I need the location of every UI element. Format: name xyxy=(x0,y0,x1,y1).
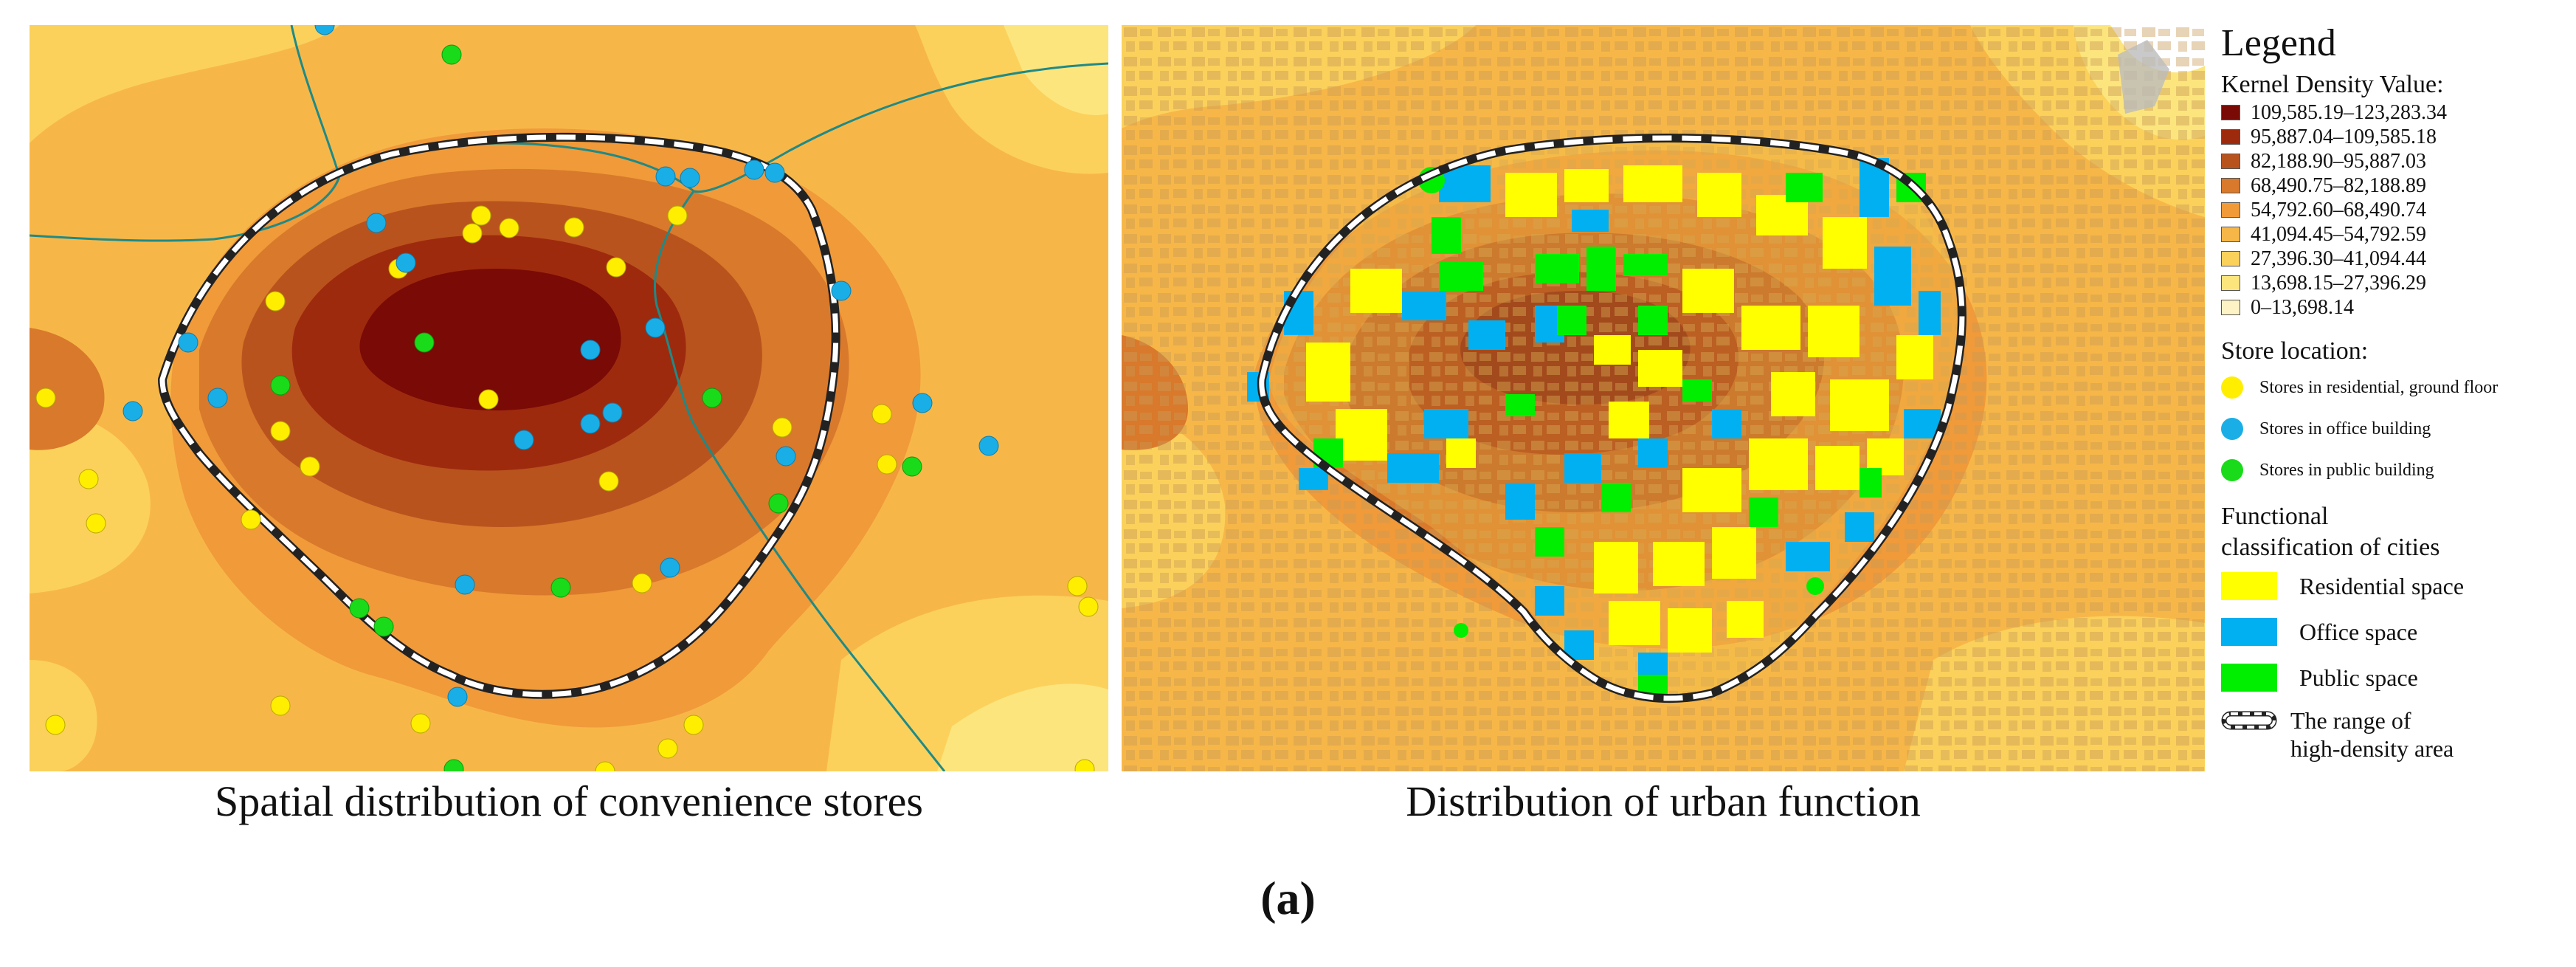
kernel-density-class: 109,585.19–123,283.34 xyxy=(2221,100,2575,125)
kernel-density-heading: Kernel Density Value: xyxy=(2221,71,2444,98)
figure-label: (a) xyxy=(1260,872,1316,924)
store-dot-icon xyxy=(2221,418,2243,440)
urban-function-map xyxy=(1122,25,2205,771)
color-swatch xyxy=(2221,618,2277,646)
range-label-line1: The range of xyxy=(2290,707,2411,734)
functional-classification-blocks xyxy=(1247,139,1961,697)
color-swatch xyxy=(2221,664,2277,692)
color-swatch xyxy=(2221,251,2240,266)
store-type-residential: Stores in residential, ground floor xyxy=(2221,367,2575,408)
store-dot-icon xyxy=(2221,376,2243,399)
range-legend-item: The range of high-density area xyxy=(2221,706,2575,763)
kernel-density-class: 27,396.30–41,094.44 xyxy=(2221,247,2575,271)
kernel-density-class: 54,792.60–68,490.74 xyxy=(2221,198,2575,222)
kernel-density-class: 82,188.90–95,887.03 xyxy=(2221,149,2575,173)
color-swatch xyxy=(2221,129,2240,145)
functional-class-office: Office space xyxy=(2221,609,2575,655)
range-label-line2: high-density area xyxy=(2290,735,2454,762)
color-swatch xyxy=(2221,300,2240,315)
functional-class-list: Residential space Office space Public sp… xyxy=(2221,563,2575,701)
kernel-density-class: 0–13,698.14 xyxy=(2221,295,2575,320)
functional-class-public: Public space xyxy=(2221,655,2575,701)
kernel-density-class: 41,094.45–54,792.59 xyxy=(2221,222,2575,247)
functional-heading-line2: classification of cities xyxy=(2221,534,2440,561)
color-swatch xyxy=(2221,178,2240,193)
right-map-caption: Distribution of urban function xyxy=(1406,777,1921,825)
convenience-store-density-map xyxy=(30,25,1108,771)
public-store-points xyxy=(270,44,922,771)
color-swatch xyxy=(2221,572,2277,600)
kernel-density-list: 109,585.19–123,283.34 95,887.04–109,585.… xyxy=(2221,100,2575,320)
store-type-public: Stores in public building xyxy=(2221,450,2575,491)
functional-class-residential: Residential space xyxy=(2221,563,2575,609)
kernel-density-class: 13,698.15–27,396.29 xyxy=(2221,271,2575,295)
color-swatch xyxy=(2221,227,2240,242)
kernel-density-class: 68,490.75–82,188.89 xyxy=(2221,173,2575,198)
residential-store-points xyxy=(35,205,1099,771)
store-dot-icon xyxy=(2221,459,2243,481)
store-type-list: Stores in residential, ground floor Stor… xyxy=(2221,367,2575,491)
color-swatch xyxy=(2221,275,2240,291)
functional-heading-line1: Functional xyxy=(2221,503,2329,530)
dashed-outline-icon xyxy=(2221,711,2277,730)
store-location-heading: Store location: xyxy=(2221,337,2369,365)
map-legend: Legend Kernel Density Value: 109,585.19–… xyxy=(2221,21,2575,763)
color-swatch xyxy=(2221,202,2240,218)
kernel-density-class: 95,887.04–109,585.18 xyxy=(2221,125,2575,149)
left-map-caption: Spatial distribution of convenience stor… xyxy=(214,777,923,825)
legend-title: Legend xyxy=(2221,22,2336,64)
color-swatch xyxy=(2221,154,2240,169)
store-type-office: Stores in office building xyxy=(2221,408,2575,450)
office-store-points xyxy=(122,25,999,707)
color-swatch xyxy=(2221,105,2240,120)
